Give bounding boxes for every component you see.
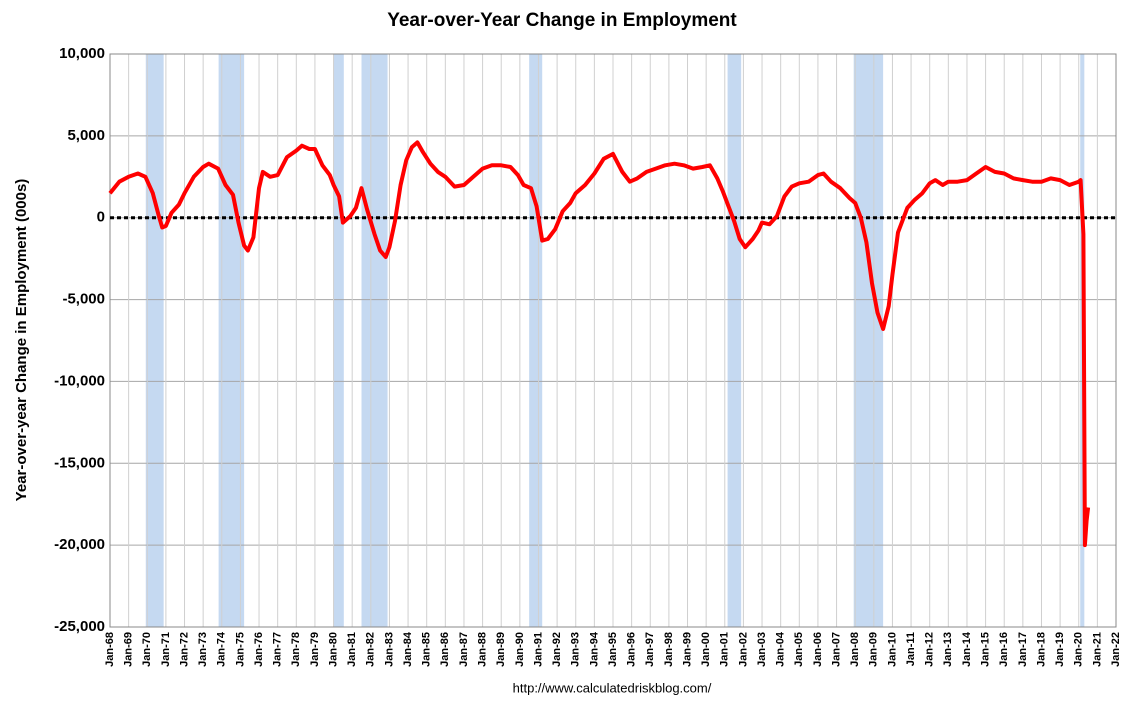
x-tick-label: Jan-99	[681, 632, 693, 667]
x-tick-label: Jan-02	[737, 632, 749, 667]
x-tick-label: Jan-01	[719, 632, 731, 667]
y-tick-label: -5,000	[62, 291, 105, 308]
x-tick-label: Jan-81	[346, 632, 358, 667]
y-tick-label: 0	[97, 209, 105, 226]
x-tick-label: Jan-95	[607, 632, 619, 667]
x-tick-label: Jan-89	[495, 632, 507, 667]
chart-title: Year-over-Year Change in Employment	[387, 10, 737, 31]
recession-band	[333, 54, 344, 627]
x-tick-label: Jan-85	[421, 632, 433, 667]
x-tick-label: Jan-90	[514, 632, 526, 667]
recession-band	[853, 54, 884, 627]
y-tick-label: -15,000	[54, 454, 105, 471]
data-line	[108, 140, 1091, 548]
x-tick-label: Jan-21	[1091, 632, 1103, 667]
x-tick-label: Jan-74	[216, 631, 228, 667]
recession-band	[218, 54, 245, 627]
x-tick-label: Jan-10	[886, 632, 898, 667]
x-tick-label: Jan-03	[756, 632, 768, 667]
x-tick-label: Jan-79	[309, 632, 321, 667]
x-tick-label: Jan-93	[570, 632, 582, 667]
x-tick-label: Jan-71	[160, 632, 172, 667]
x-tick-label: Jan-68	[104, 632, 116, 667]
x-tick-label: Jan-76	[253, 632, 265, 667]
x-tick-label: Jan-20	[1073, 632, 1085, 667]
x-tick-label: Jan-14	[961, 631, 973, 667]
x-tick-label: Jan-86	[439, 632, 451, 667]
x-tick-label: Jan-16	[998, 632, 1010, 667]
x-tick-label: Jan-70	[141, 632, 153, 667]
x-tick-label: Jan-78	[290, 632, 302, 667]
x-tick-label: Jan-83	[383, 632, 395, 667]
x-tick-label: Jan-08	[849, 632, 861, 667]
x-tick-label: Jan-82	[365, 632, 377, 667]
recession-band	[361, 54, 388, 627]
x-tick-label: Jan-17	[1017, 632, 1029, 667]
y-axis-label: Year-over-year Change in Employment (000…	[13, 179, 30, 502]
recession-band	[145, 54, 164, 627]
x-tick-label: Jan-80	[327, 632, 339, 667]
x-tick-label: Jan-12	[924, 632, 936, 667]
x-tick-label: Jan-07	[830, 632, 842, 667]
recession-band	[727, 54, 742, 627]
x-tick-label: Jan-11	[905, 632, 917, 666]
x-tick-label: Jan-75	[234, 632, 246, 667]
x-tick-label: Jan-84	[402, 631, 414, 667]
plot-area: -25,000 -20,000 -15,000 -10,000 -5,000 0 5,000…	[54, 45, 1122, 667]
x-tick-label: Jan-87	[458, 632, 470, 667]
x-tick-label: Jan-98	[663, 632, 675, 667]
x-tick-label: Jan-72	[178, 632, 190, 667]
x-tick-label: Jan-73	[197, 632, 209, 667]
y-tick-label: 5,000	[67, 127, 105, 144]
x-tick-label: Jan-69	[123, 632, 135, 667]
x-tick-label: Jan-19	[1054, 632, 1066, 667]
x-tick-label: Jan-00	[700, 632, 712, 667]
x-tick-label: Jan-91	[532, 632, 544, 667]
y-tick-label: 10,000	[59, 45, 105, 62]
y-tick-label: -25,000	[54, 618, 105, 635]
y-tick-label: -10,000	[54, 372, 105, 389]
y-tick-label: -20,000	[54, 536, 105, 553]
x-tick-label: Jan-77	[272, 632, 284, 667]
x-tick-label: Jan-09	[868, 632, 880, 667]
x-tick-label: Jan-92	[551, 632, 563, 667]
x-tick-label: Jan-13	[942, 632, 954, 667]
x-tick-label: Jan-15	[979, 632, 991, 667]
x-tick-label: Jan-97	[644, 632, 656, 667]
recession-band	[529, 54, 543, 627]
x-tick-label: Jan-88	[476, 632, 488, 667]
source: http://www.calculatedriskblog.com/	[513, 680, 712, 695]
x-tick-label: Jan-06	[812, 632, 824, 667]
plot-border	[109, 53, 1117, 628]
x-tick-label: Jan-04	[775, 631, 787, 667]
x-tick-label: Jan-94	[588, 631, 600, 667]
x-tick-label: Jan-22	[1110, 632, 1122, 667]
x-tick-label: Jan-18	[1035, 632, 1047, 667]
x-tick-label: Jan-96	[626, 632, 638, 667]
x-tick-label: Jan-05	[793, 632, 805, 667]
